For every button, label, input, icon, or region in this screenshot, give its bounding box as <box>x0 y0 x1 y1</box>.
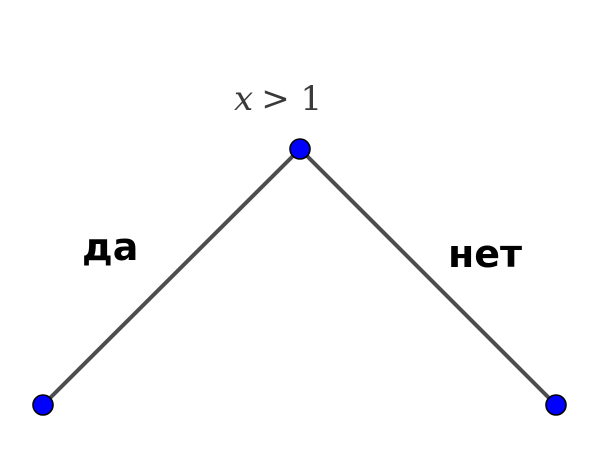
edge-label-no: нет <box>448 232 522 276</box>
root-node <box>289 138 311 160</box>
edge-yes <box>41 147 302 407</box>
edge-label-yes: да <box>82 225 138 269</box>
leaf-node-no <box>545 394 567 416</box>
leaf-node-yes <box>32 394 54 416</box>
condition-label: x > 1 <box>234 79 322 119</box>
edge-no <box>298 147 558 407</box>
condition-variable: x <box>234 79 253 119</box>
condition-relation: > 1 <box>261 79 322 119</box>
